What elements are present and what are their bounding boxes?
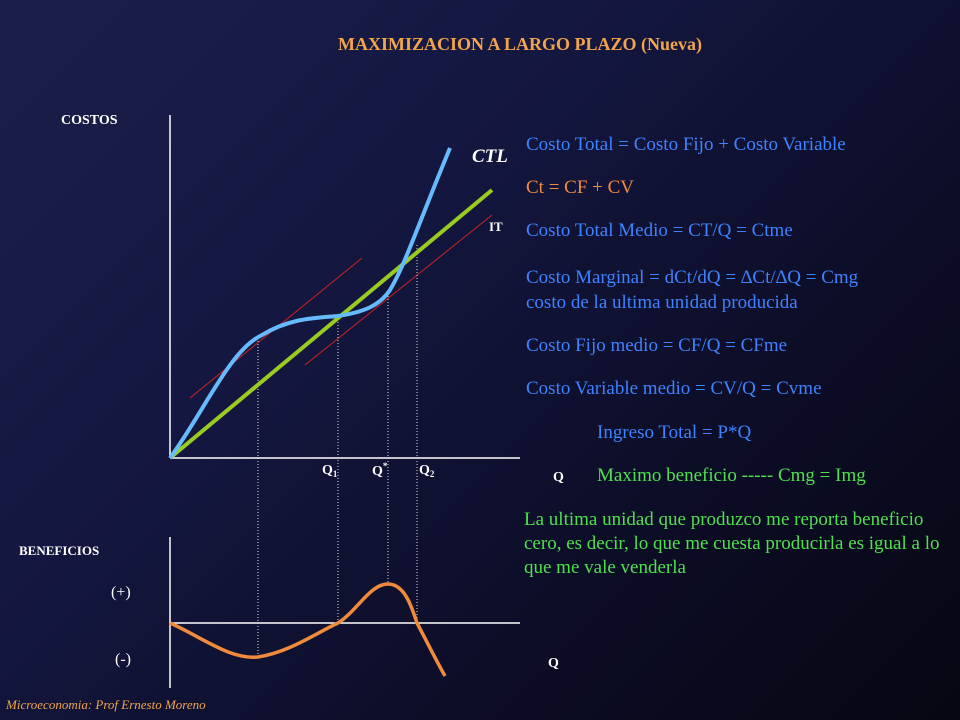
def-costo-variable-medio: Costo Variable medio = CV/Q = Cvme bbox=[526, 378, 822, 399]
beneficios-axis-label: BENEFICIOS bbox=[19, 543, 100, 558]
qstar-label: Q* bbox=[372, 461, 388, 479]
def-costo-marginal: Costo Marginal = dCt/dQ = ∆Ct/∆Q = Cmg bbox=[526, 267, 859, 288]
slide-title: MAXIMIZACION A LARGO PLAZO (Nueva) bbox=[337, 34, 702, 54]
it-revenue-line bbox=[168, 188, 494, 460]
q1-label: Q1 bbox=[322, 463, 338, 479]
it-label: IT bbox=[489, 219, 503, 234]
def-costo-total-medio: Costo Total Medio = CT/Q = Ctme bbox=[526, 220, 793, 241]
conclusion-text: La ultima unidad que produzco me reporta… bbox=[524, 509, 940, 578]
ctl-cost-curve bbox=[168, 147, 452, 460]
def-ct-formula: Ct = CF + CV bbox=[526, 177, 635, 198]
def-costo-fijo-medio: Costo Fijo medio = CF/Q = CFme bbox=[526, 335, 788, 356]
maximo-beneficio: Maximo beneficio ----- Cmg = Img bbox=[597, 465, 866, 486]
def-costo-marginal-desc: costo de la ultima unidad producida bbox=[526, 292, 798, 313]
footer-credit: Microeconomia: Prof Ernesto Moreno bbox=[6, 697, 206, 712]
ingreso-total: Ingreso Total = P*Q bbox=[597, 422, 752, 443]
costos-axis-label: COSTOS bbox=[61, 113, 118, 128]
q-axis-label-top: Q bbox=[553, 470, 564, 485]
positive-sign-label: (+) bbox=[111, 584, 131, 601]
negative-sign-label: (-) bbox=[115, 651, 131, 668]
def-costo-total: Costo Total = Costo Fijo + Costo Variabl… bbox=[526, 134, 846, 155]
q-axis-label-bottom: Q bbox=[548, 656, 559, 671]
ctl-label: CTL bbox=[472, 146, 508, 167]
q2-label: Q2 bbox=[419, 463, 435, 479]
tangent-line-lower bbox=[304, 214, 493, 366]
profit-curve bbox=[169, 582, 447, 677]
